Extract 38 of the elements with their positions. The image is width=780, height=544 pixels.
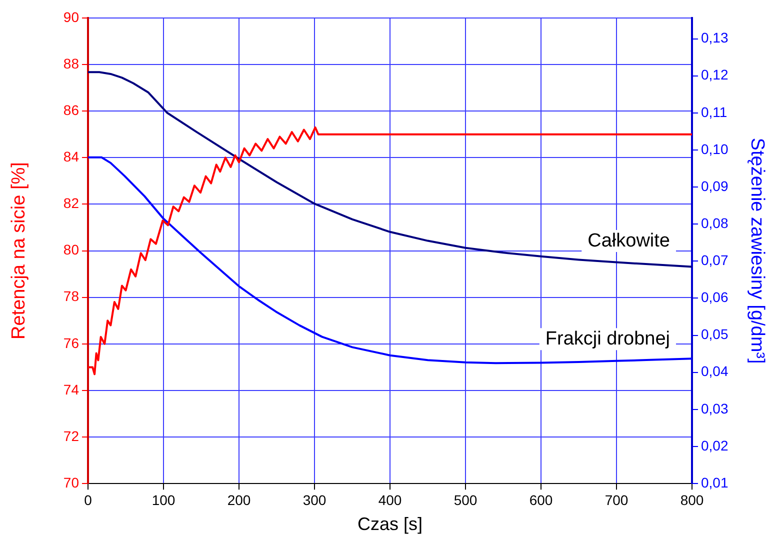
x-tick-label: 200 [227, 492, 251, 508]
y-tick-label: 86 [63, 102, 80, 118]
x-tick-label: 600 [529, 492, 553, 508]
y-axis-title: Retencja na sicie [%] [8, 162, 30, 340]
y-tick-label: 72 [63, 428, 80, 444]
y-tick-label: 76 [63, 334, 80, 351]
y2-tick-label: 0,09 [701, 178, 728, 194]
y-tick-label: 80 [63, 242, 80, 258]
y-tick-label: 70 [63, 474, 80, 490]
y2-tick-label: 0,05 [701, 326, 728, 342]
x-axis-title: Czas [s] [357, 514, 423, 534]
x-tick-label: 500 [454, 492, 478, 508]
y2-tick-label: 0,04 [701, 363, 728, 380]
y2-tick-label: 0,10 [701, 140, 728, 157]
series-label: Frakcji drobnej [545, 328, 670, 350]
y-tick-label: 84 [63, 148, 80, 165]
x-tick-label: 0 [84, 492, 92, 508]
y2-tick-label: 0,06 [701, 289, 728, 306]
y2-tick-label: 0,03 [701, 400, 728, 416]
y2-tick-label: 0,11 [701, 104, 728, 120]
y-tick-label: 74 [63, 381, 80, 398]
x-tick-label: 800 [680, 492, 704, 508]
y-tick-label: 90 [63, 8, 80, 25]
y2-tick-label: 0,08 [701, 214, 728, 231]
y2-tick-label: 0,12 [701, 66, 728, 83]
x-tick-label: 100 [152, 492, 176, 508]
y2-axis-title: Stężenie zawiesiny [g/dm³] [746, 138, 768, 364]
y-tick-label: 78 [63, 288, 80, 304]
y2-tick-label: 0,02 [701, 437, 728, 454]
y2-tick-label: 0,13 [701, 30, 728, 46]
y2-tick-label: 0,01 [701, 474, 728, 490]
x-tick-label: 400 [378, 492, 402, 508]
x-tick-label: 700 [604, 492, 628, 508]
x-tick-label: 300 [302, 492, 326, 508]
y-tick-label: 88 [63, 55, 80, 72]
series-label: Całkowite [588, 230, 670, 252]
y2-tick-label: 0,07 [701, 252, 728, 268]
y-tick-label: 82 [63, 195, 80, 212]
